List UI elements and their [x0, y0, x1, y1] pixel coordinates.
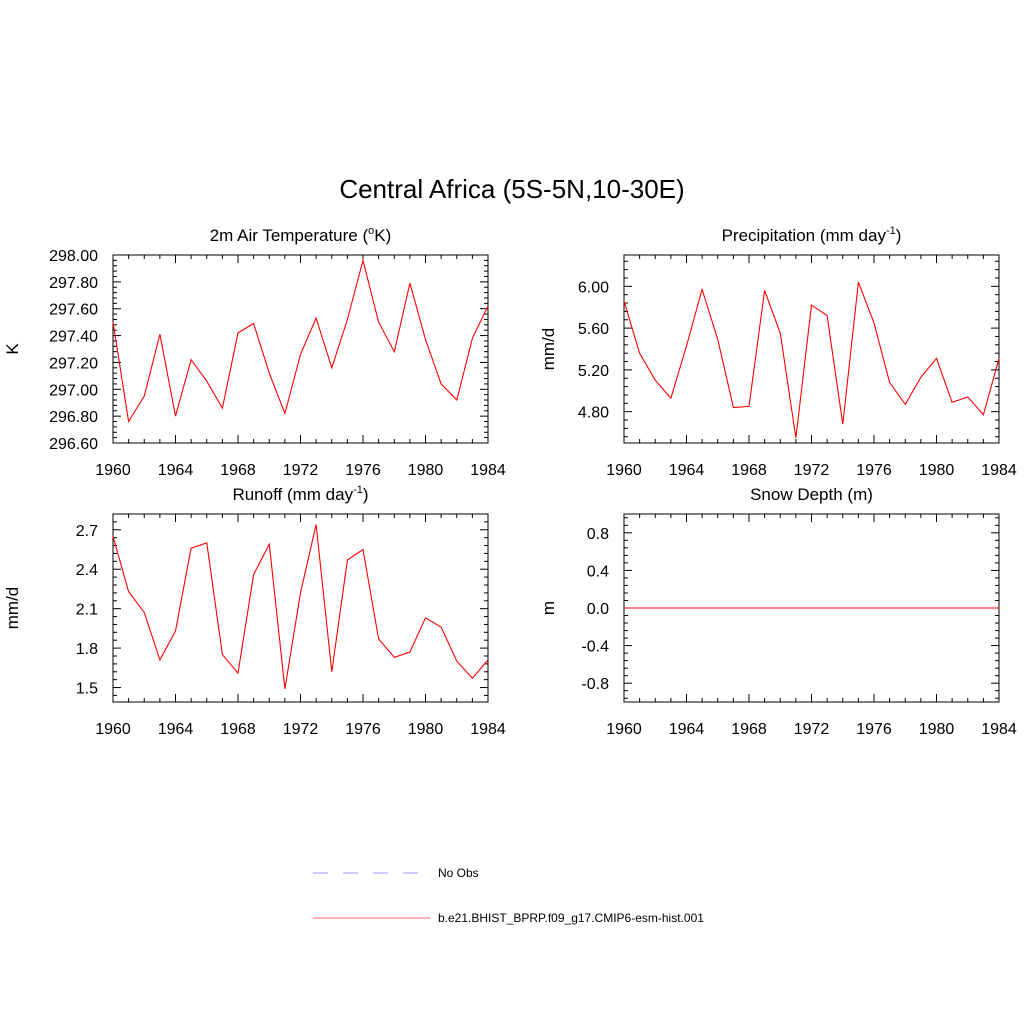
x-tick-label: 1968 [220, 721, 256, 738]
panel-title: Snow Depth (m) [750, 485, 873, 504]
y-tick-label: 5.20 [578, 363, 609, 380]
x-tick-label: 1972 [283, 462, 319, 479]
plot-frame [623, 254, 1000, 444]
x-tick-label: 1972 [283, 721, 319, 738]
y-tick-label: 297.80 [49, 275, 98, 292]
x-tick-label: 1960 [606, 462, 642, 479]
y-tick-label: 297.20 [49, 355, 98, 372]
x-tick-label: 1964 [669, 721, 705, 738]
x-tick-label: 1980 [408, 721, 444, 738]
x-tick-label: 1980 [919, 721, 955, 738]
x-tick-label: 1964 [158, 462, 194, 479]
x-tick-label: 1976 [856, 462, 892, 479]
x-tick-label: 1984 [981, 462, 1017, 479]
y-tick-label: 0.8 [587, 526, 609, 543]
y-tick-label: 297.40 [49, 329, 98, 346]
x-tick-label: 1972 [794, 721, 830, 738]
figure-title: Central Africa (5S-5N,10-30E) [339, 174, 685, 204]
x-tick-label: 1984 [470, 462, 506, 479]
y-axis-label: m [539, 601, 558, 615]
legend-label-1: No Obs [438, 866, 479, 880]
x-tick-label: 1976 [856, 721, 892, 738]
x-tick-label: 1960 [95, 721, 131, 738]
y-tick-label: 6.00 [578, 279, 609, 296]
x-tick-label: 1980 [408, 462, 444, 479]
plot-frame [112, 513, 489, 703]
series-line [623, 282, 1000, 438]
x-tick-label: 1960 [95, 462, 131, 479]
panel-3: 1960 1964 1968 1972 1976 1980 1984 1.5 1.8 2.1 2.4… [3, 484, 506, 738]
y-axis-label: mm/d [3, 587, 22, 630]
y-axis-label: mm/d [539, 328, 558, 371]
legend-label-2: b.e21.BHIST_BPRP.f09_g17.CMIP6-esm-hist.… [438, 911, 704, 925]
panel-title: Precipitation (mm day-1) [722, 225, 902, 245]
y-tick-label: 2.1 [76, 602, 98, 619]
panel-2: 1960 1964 1968 1972 1976 1980 1984 4.80 5.20 5.60… [539, 225, 1017, 479]
y-tick-label: 5.60 [578, 321, 609, 338]
legend: No Obs b.e21.BHIST_BPRP.f09_g17.CMIP6-esm… [313, 866, 704, 925]
x-tick-label: 1968 [731, 462, 767, 479]
panel-4: 1960 1964 1968 1972 1976 1980 1984 -0.8 -0.4 0.0 0… [539, 485, 1017, 738]
y-tick-label: 4.80 [578, 405, 609, 422]
x-tick-label: 1968 [220, 462, 256, 479]
y-tick-label: 2.7 [76, 523, 98, 540]
y-tick-label: 298.00 [49, 248, 98, 265]
x-tick-label: 1964 [669, 462, 705, 479]
plot-frame [112, 254, 489, 444]
panel-title: Runoff (mm day-1) [232, 484, 368, 504]
y-tick-label: 0.4 [587, 563, 609, 580]
y-tick-label: -0.4 [581, 639, 609, 656]
y-tick-label: 1.8 [76, 641, 98, 658]
series-line [112, 524, 489, 689]
x-tick-label: 1960 [606, 721, 642, 738]
x-tick-label: 1972 [794, 462, 830, 479]
series-line [112, 258, 489, 424]
y-tick-label: 297.60 [49, 302, 98, 319]
panel-title: 2m Air Temperature (oK) [210, 225, 392, 245]
y-tick-label: 2.4 [76, 562, 98, 579]
y-tick-label: 296.80 [49, 409, 98, 426]
y-tick-label: 0.0 [587, 601, 609, 618]
panel-1: 1960 1964 1968 1972 1976 1980 1984 296.60 296.80… [3, 225, 506, 479]
y-tick-label: -0.8 [581, 676, 609, 693]
x-tick-label: 1984 [981, 721, 1017, 738]
x-tick-label: 1984 [470, 721, 506, 738]
x-tick-label: 1980 [919, 462, 955, 479]
y-axis-label: K [3, 343, 22, 355]
y-tick-label: 297.00 [49, 382, 98, 399]
y-tick-label: 296.60 [49, 436, 98, 453]
x-tick-label: 1968 [731, 721, 767, 738]
x-tick-label: 1964 [158, 721, 194, 738]
y-tick-label: 1.5 [76, 681, 98, 698]
x-tick-label: 1976 [345, 721, 381, 738]
x-tick-label: 1976 [345, 462, 381, 479]
